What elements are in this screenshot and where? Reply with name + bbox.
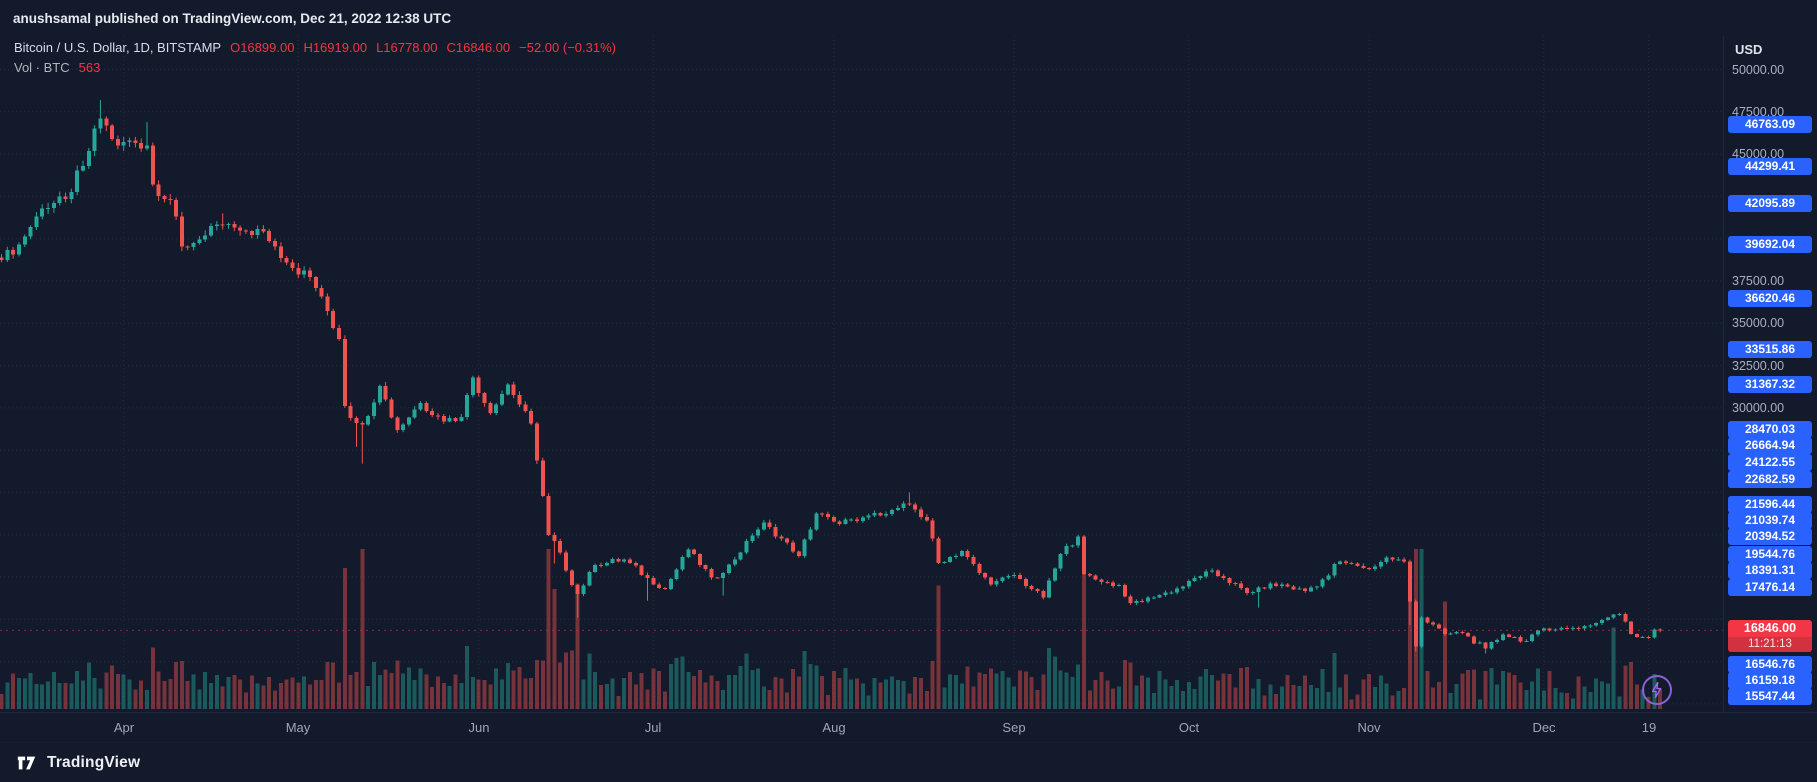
boost-button[interactable]	[1642, 675, 1672, 705]
price-alert-label[interactable]: 21039.74	[1728, 512, 1812, 529]
tradingview-logo[interactable]	[16, 752, 38, 774]
price-alert-label[interactable]: 44299.41	[1728, 158, 1812, 175]
axis-price-label: 30000.00	[1732, 401, 1785, 415]
ohlc-open: O16899.00	[230, 40, 295, 55]
price-alert-label[interactable]: 42095.89	[1728, 195, 1812, 212]
time-axis-label[interactable]: Sep	[1002, 720, 1026, 735]
volume-legend-value: 563	[78, 60, 101, 75]
ohlc-high: H16919.00	[303, 40, 368, 55]
price-alert-label[interactable]: 33515.86	[1728, 341, 1812, 358]
price-alert-label[interactable]: 22682.59	[1728, 471, 1812, 488]
published-info: anushsamal published on TradingView.com,…	[0, 0, 1817, 36]
price-alert-label[interactable]: 24122.55	[1728, 454, 1812, 471]
time-axis[interactable]: Apr May Jun Jul Aug Sep Oct Nov Dec 19	[0, 712, 1817, 742]
time-axis-label[interactable]: 19	[1641, 720, 1657, 735]
time-axis-label[interactable]: Oct	[1178, 720, 1200, 735]
price-alert-label[interactable]: 36620.46	[1728, 290, 1812, 307]
price-alert-label[interactable]: 19544.76	[1728, 546, 1812, 563]
price-alert-label[interactable]: 39692.04	[1728, 236, 1812, 253]
footer: TradingView	[0, 742, 1817, 782]
price-alert-label[interactable]: 21596.44	[1728, 496, 1812, 513]
time-axis-label[interactable]: Dec	[1532, 720, 1556, 735]
chart-legend: Bitcoin / U.S. Dollar, 1D, BITSTAMP O168…	[14, 38, 616, 78]
time-axis-label[interactable]: Aug	[822, 720, 846, 735]
price-change: −52.00 (−0.31%)	[519, 40, 616, 55]
price-alert-label[interactable]: 28470.03	[1728, 421, 1812, 438]
axis-price-label: 35000.00	[1732, 316, 1785, 330]
price-alert-label[interactable]: 18391.31	[1728, 562, 1812, 579]
price-alert-label[interactable]: 31367.32	[1728, 376, 1812, 393]
axis-price-label: 50000.00	[1732, 63, 1785, 77]
price-alert-label[interactable]: 16546.76	[1728, 656, 1812, 673]
axis-price-label: 47500.00	[1732, 105, 1785, 119]
published-info-text: anushsamal published on TradingView.com,…	[13, 10, 452, 26]
axis-price-label: 37500.00	[1732, 274, 1785, 288]
ohlc-low: L16778.00	[376, 40, 438, 55]
axis-price-label: 45000.00	[1732, 147, 1785, 161]
price-axis[interactable]: USD 16846.00 11:21:13 50000.00 47500.00 45…	[1723, 36, 1817, 712]
current-price-value: 16846.00	[1728, 620, 1812, 637]
price-alert-label[interactable]: 16159.18	[1728, 672, 1812, 689]
price-alert-label[interactable]: 20394.52	[1728, 528, 1812, 545]
current-price-label: 16846.00 11:21:13	[1728, 620, 1812, 652]
price-alert-label[interactable]: 26664.94	[1728, 437, 1812, 454]
time-axis-label[interactable]: Jul	[644, 720, 662, 735]
price-alert-label[interactable]: 17476.14	[1728, 579, 1812, 596]
brand-name[interactable]: TradingView	[47, 753, 141, 771]
ohlc-close: C16846.00	[446, 40, 511, 55]
axis-price-label: 32500.00	[1732, 359, 1785, 373]
symbol-title[interactable]: Bitcoin / U.S. Dollar, 1D, BITSTAMP	[14, 40, 222, 55]
bar-countdown: 11:21:13	[1728, 637, 1812, 652]
time-axis-label[interactable]: Apr	[113, 720, 135, 735]
time-axis-label[interactable]: Nov	[1357, 720, 1381, 735]
price-alert-label[interactable]: 46763.09	[1728, 116, 1812, 133]
volume-legend-label[interactable]: Vol · BTC	[14, 60, 70, 75]
axis-currency-label[interactable]: USD	[1735, 42, 1763, 57]
chart-pane[interactable]: Bitcoin / U.S. Dollar, 1D, BITSTAMP O168…	[0, 36, 1723, 712]
lightning-icon	[1651, 681, 1662, 699]
time-axis-label[interactable]: May	[285, 720, 311, 735]
candlestick-chart[interactable]	[0, 36, 1723, 712]
price-alert-label[interactable]: 15547.44	[1728, 688, 1812, 705]
time-axis-label[interactable]: Jun	[468, 720, 490, 735]
